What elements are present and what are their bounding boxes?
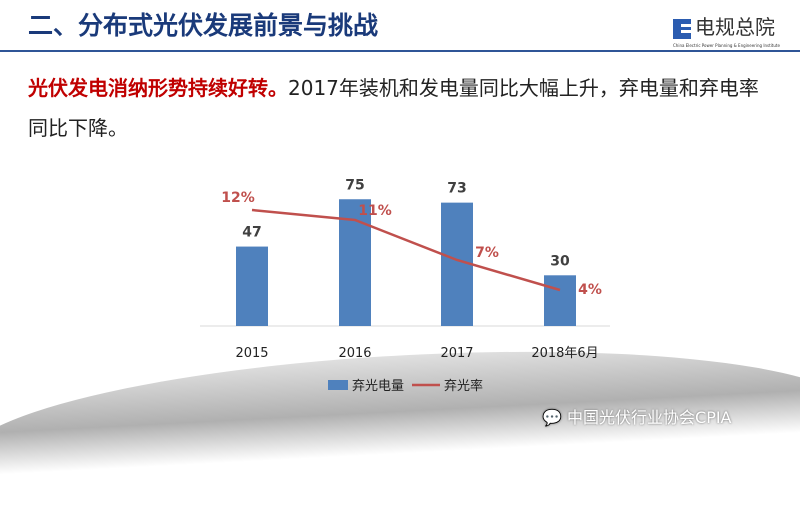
lead-highlight: 光伏发电消纳形势持续好转。 <box>28 76 288 100</box>
bar <box>236 246 268 326</box>
line-label: 11% <box>358 203 392 219</box>
bar-label: 30 <box>550 253 570 269</box>
line-label: 12% <box>221 190 255 206</box>
x-tick-label: 2015 <box>235 346 268 361</box>
page-title: 二、分布式光伏发展前景与挑战 <box>28 11 379 40</box>
line-label: 7% <box>475 245 499 261</box>
legend-bar-swatch <box>328 380 348 390</box>
lead-paragraph: 光伏发电消纳形势持续好转。2017年装机和发电量同比大幅上升，弃电量和弃电率同比… <box>28 68 778 148</box>
legend-line-label: 弃光率 <box>444 378 483 394</box>
wechat-icon: 💬 <box>542 408 568 427</box>
bar-label: 47 <box>242 225 261 241</box>
legend-bar-label: 弃光电量 <box>352 379 404 394</box>
x-tick-label: 2016 <box>338 346 371 361</box>
x-tick-label: 2017 <box>440 346 473 361</box>
bar-label: 75 <box>345 177 364 193</box>
logo-icon <box>673 19 691 39</box>
line-series <box>251 208 561 292</box>
bar <box>544 275 576 326</box>
logo-text: 电规总院 <box>695 15 775 39</box>
logo-subtext: China Electric Power Planning & Engineer… <box>673 43 780 48</box>
x-tick-label: 2018年6月 <box>531 346 598 361</box>
watermark: 💬 中国光伏行业协会CPIA <box>542 408 732 427</box>
line-label: 4% <box>578 282 602 298</box>
chart: 47 2015 75 2016 73 2017 30 2018年6月 12% 11% 7% 4% 弃光电… <box>200 177 610 394</box>
bar-label: 73 <box>447 181 466 197</box>
title-divider <box>0 50 800 52</box>
lead-text: 2017年装机和发电量同比大幅上升，弃电量和弃电率同比下降。 <box>28 76 759 140</box>
